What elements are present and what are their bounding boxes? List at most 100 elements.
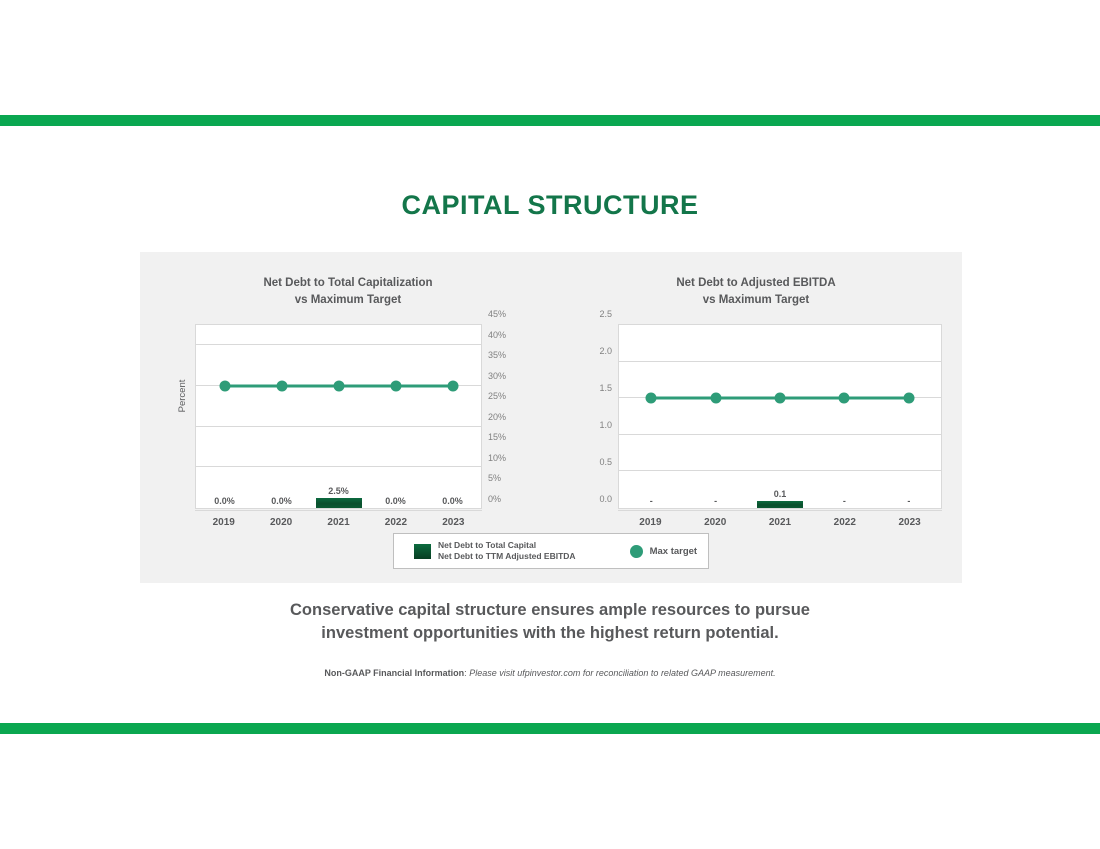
y-axis-tick-label: 10% xyxy=(488,452,507,463)
bar-columns-right: - - 0.1 - - xyxy=(619,325,941,508)
y-axis-tick-label: 1.5 xyxy=(599,383,612,393)
legend-target-dot-icon xyxy=(629,544,643,558)
x-axis-tick-label: 2021 xyxy=(768,517,792,528)
max-target-marker xyxy=(333,380,344,392)
x-axis-tick-label: 2019 xyxy=(212,517,235,528)
gridline xyxy=(619,360,941,362)
chart-column: 0.0% xyxy=(424,325,481,508)
chart-column: 2.5% xyxy=(310,325,367,508)
chart-legend: Net Debt to Total Capital Net Debt to TT… xyxy=(393,533,709,569)
legend-bar-swatch-icon xyxy=(414,543,431,559)
page-title: CAPITAL STRUCTURE xyxy=(401,190,699,220)
y-axis-tick-label: 0.0 xyxy=(599,494,612,504)
caption-line-1: Conservative capital structure ensures a… xyxy=(290,601,810,619)
bar xyxy=(757,500,804,508)
max-target-marker xyxy=(903,392,915,404)
max-target-marker xyxy=(219,380,230,392)
y-axis-tick-label: 30% xyxy=(488,370,507,381)
chart-column: 0.1 xyxy=(748,325,812,508)
chart-column: - xyxy=(619,325,683,508)
y-axis-tick-label: 35% xyxy=(488,350,507,361)
chart-column: - xyxy=(812,325,876,508)
max-target-marker xyxy=(390,380,401,392)
footnote-text: Please visit ufpinvestor.com for reconci… xyxy=(469,668,776,678)
footnote: Non-GAAP Financial Information: Please v… xyxy=(0,668,1100,678)
legend-target-label: Max target xyxy=(649,545,698,557)
max-target-marker xyxy=(710,392,722,404)
chart-title-left-line1: Net Debt to Total Capitalization xyxy=(263,277,433,289)
x-axis-tick-label: 2023 xyxy=(898,517,921,528)
bottom-green-rule xyxy=(0,723,1100,734)
y-axis-tick-label: 1.0 xyxy=(599,420,612,430)
chart-title-right-line2: vs Maximum Target xyxy=(702,294,810,306)
bar xyxy=(315,497,362,508)
y-axis-tick-label: 15% xyxy=(488,432,507,443)
x-axis-tick-label: 2022 xyxy=(384,517,408,528)
bar-value-label: 0.1 xyxy=(773,488,787,499)
y-axis-tick-label: 20% xyxy=(488,411,507,422)
footnote-label: Non-GAAP Financial Information xyxy=(324,668,465,678)
chart-title-right-line1: Net Debt to Adjusted EBITDA xyxy=(676,277,836,289)
bar-value-label: - xyxy=(649,496,653,506)
chart-title-right: Net Debt to Adjusted EBITDA vs Maximum T… xyxy=(560,266,952,309)
plot-wrapper-left: 0.0% 0.0% 2.5% 0.0% 0.0% 45% 40% 35% 30% 25% 20% 1… xyxy=(195,309,506,528)
bar-value-label: 0.0% xyxy=(271,496,292,506)
bar-value-label: - xyxy=(907,496,911,506)
y-axis-ticks-left: 45% 40% 35% 30% 25% 20% 15% 10% 5% 0% xyxy=(488,309,528,509)
bar-value-label: 0.0% xyxy=(385,496,406,506)
legend-item-bars: Net Debt to Total Capital Net Debt to TT… xyxy=(414,540,576,562)
x-axis-tick-label: 2020 xyxy=(704,517,727,528)
charts-panel: Net Debt to Total Capitalization vs Maxi… xyxy=(140,252,962,583)
gridline xyxy=(619,433,941,435)
y-axis-tick-label: 5% xyxy=(488,473,502,484)
chart-column: 0.0% xyxy=(253,325,310,508)
x-axis-tick-label: 2021 xyxy=(327,517,350,528)
y-axis-tick-label: 2.0 xyxy=(599,346,612,356)
y-axis-ticks-right: 2.5 2.0 1.5 1.0 0.5 0.0 xyxy=(572,309,612,509)
max-target-marker xyxy=(774,392,786,404)
y-axis-tick-label: 0.5 xyxy=(599,457,612,467)
x-axis-tick-label: 2023 xyxy=(442,517,465,528)
x-axis-tick-label: 2022 xyxy=(833,517,856,528)
max-target-marker xyxy=(447,380,458,392)
x-axis-tick-label: 2019 xyxy=(639,517,662,528)
chart-column: - xyxy=(683,325,747,508)
x-axis-tick-label: 2020 xyxy=(269,517,293,528)
max-target-marker xyxy=(645,392,657,404)
plot-area-left: 0.0% 0.0% 2.5% 0.0% 0.0% xyxy=(195,324,482,509)
bar-columns-left: 0.0% 0.0% 2.5% 0.0% 0.0% xyxy=(196,325,481,508)
max-target-marker xyxy=(276,380,287,392)
chart-net-debt-to-total-capitalization: Net Debt to Total Capitalization vs Maxi… xyxy=(152,266,544,528)
gridline xyxy=(619,470,941,472)
chart-column: 0.0% xyxy=(196,325,253,508)
legend-bars-text: Net Debt to Total Capital Net Debt to TT… xyxy=(438,540,576,562)
legend-bars-line2: Net Debt to TTM Adjusted EBITDA xyxy=(438,551,576,561)
bar-value-label: 2.5% xyxy=(328,485,349,496)
y-axis-label-percent: Percent xyxy=(176,379,188,413)
gridline xyxy=(196,425,481,427)
gridline xyxy=(196,344,481,346)
y-axis-tick-label: 0% xyxy=(488,494,502,504)
chart-title-left-line2: vs Maximum Target xyxy=(294,294,402,306)
top-green-rule xyxy=(0,115,1100,126)
footnote-separator: : xyxy=(464,668,470,678)
legend-bars-line1: Net Debt to Total Capital xyxy=(438,540,537,550)
bar-value-label: 0.0% xyxy=(442,496,463,506)
plot-area-right: - - 0.1 - - xyxy=(618,324,942,509)
bar-value-label: 0.0% xyxy=(214,496,235,506)
y-axis-tick-label: 45% xyxy=(488,309,507,319)
max-target-marker xyxy=(838,392,850,404)
legend-item-max-target: Max target xyxy=(629,544,698,558)
y-axis-tick-label: 25% xyxy=(488,391,507,402)
plot-wrapper-right: - -0.1- - 2.5 2.0 1.5 1.0 0.5 0.0 2019 2020 2021 2… xyxy=(599,309,942,528)
caption-line-2: investment opportunities with the highes… xyxy=(321,624,779,642)
gridline xyxy=(196,466,481,468)
slide-caption: Conservative capital structure ensures a… xyxy=(0,599,1100,645)
chart-column: 0.0% xyxy=(367,325,424,508)
bar-value-label: - xyxy=(842,496,846,506)
y-axis-tick-label: 40% xyxy=(488,329,507,340)
chart-title-left: Net Debt to Total Capitalization vs Maxi… xyxy=(152,266,544,309)
x-axis-ticks-right: 2019 2020 2021 2022 2023 xyxy=(618,510,942,528)
chart-net-debt-to-adjusted-ebitda: Net Debt to Adjusted EBITDA vs Maximum T… xyxy=(560,266,952,528)
